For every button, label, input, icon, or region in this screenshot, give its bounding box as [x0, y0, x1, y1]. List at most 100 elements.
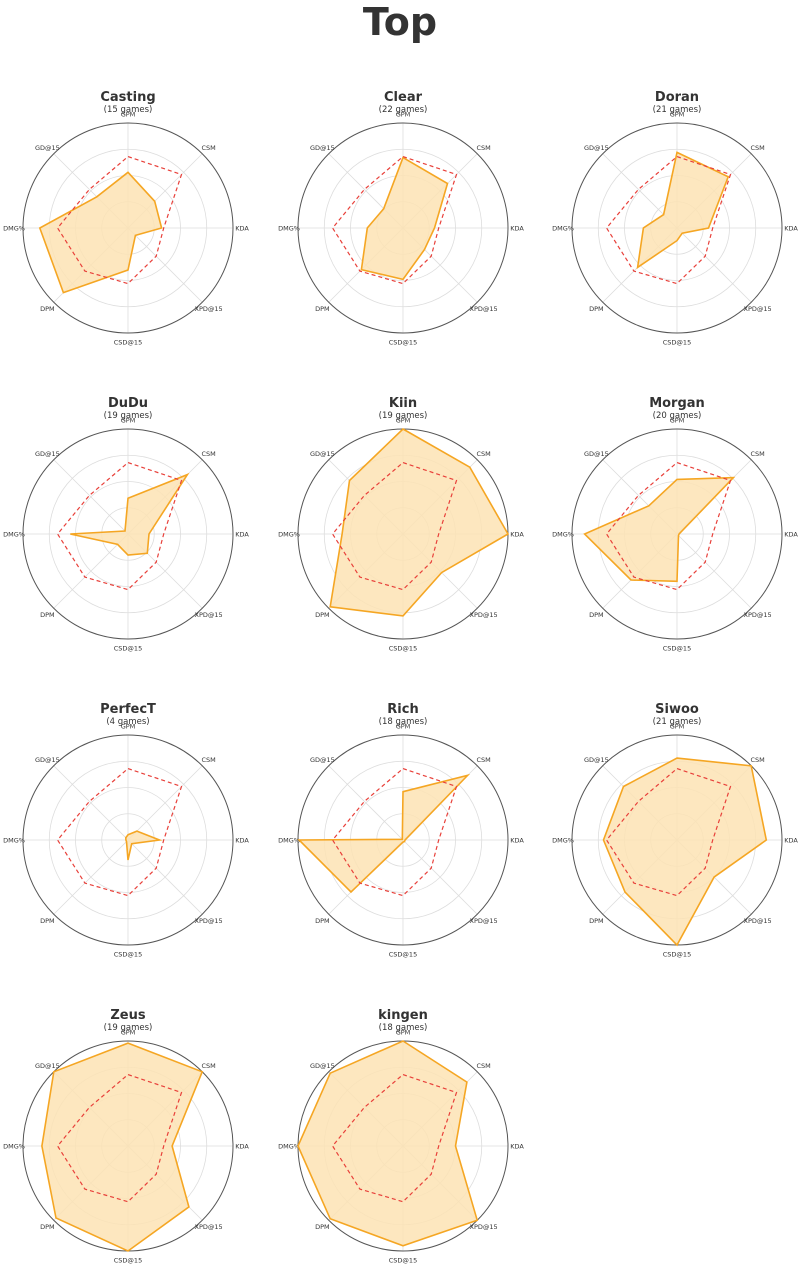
grid-spoke — [53, 459, 129, 535]
radar-chart-zeus: Zeus(19 games)GPM CSM KDA XPD@15 CSD@15 DPM DM… — [3, 1008, 249, 1265]
axis-label: CSD@15 — [663, 645, 691, 653]
axis-label: GPM — [670, 723, 685, 731]
chart-subtitle: (21 games) — [653, 105, 702, 115]
chart-subtitle: (19 games) — [379, 411, 428, 421]
average-series-polygon — [605, 767, 732, 897]
radar-frame — [22, 734, 234, 946]
axis-label: DMG% — [3, 837, 25, 845]
axis-label: CSD@15 — [389, 339, 417, 347]
axis-label: XPD@15 — [470, 1223, 498, 1231]
average-series-polygon — [56, 767, 183, 897]
grid-spoke — [676, 533, 752, 609]
chart-subtitle: (20 games) — [653, 411, 702, 421]
axis-label: CSD@15 — [663, 951, 691, 959]
axis-label: DPM — [315, 1223, 330, 1231]
axis-label: CSM — [476, 144, 490, 152]
axis-label: DPM — [315, 611, 330, 619]
axis-label: GPM — [396, 1029, 411, 1037]
axis-label: GD@15 — [35, 450, 60, 458]
axis-label: GD@15 — [35, 1062, 60, 1070]
axis-label: DPM — [315, 305, 330, 313]
average-series-polygon — [331, 461, 458, 591]
axis-label: XPD@15 — [744, 917, 772, 925]
axis-label: CSD@15 — [389, 645, 417, 653]
radar-chart-morgan: Morgan(20 games)GPM CSM KDA XPD@15 CSD@15 DPM… — [552, 396, 798, 653]
axis-label: XPD@15 — [195, 1223, 223, 1231]
player-series-polygon — [297, 1040, 479, 1247]
grid-spoke — [127, 227, 203, 303]
axis-label: KDA — [235, 837, 249, 845]
axis-label: GPM — [121, 417, 136, 425]
radar-frame — [571, 122, 783, 334]
axis-label: CSM — [201, 1062, 215, 1070]
chart-title: Zeus — [110, 1008, 145, 1023]
radar-chart-casting: Casting(15 games)GPM CSM KDA XPD@15 CSD@15 DP… — [3, 90, 249, 347]
axis-label: KDA — [784, 531, 798, 539]
radar-chart-siwoo: Siwoo(21 games)GPM CSM KDA XPD@15 CSD@15 DPM D… — [552, 702, 798, 959]
radar-chart-dudu: DuDu(19 games)GPM CSM KDA XPD@15 CSD@15 DPM DM… — [3, 396, 249, 653]
chart-subtitle: (15 games) — [104, 105, 153, 115]
chart-subtitle: (19 games) — [104, 411, 153, 421]
axis-label: GD@15 — [310, 450, 335, 458]
radar-chart-perfect: PerfecT(4 games)GPM CSM KDA XPD@15 CSD@15 DPM… — [3, 702, 249, 959]
axis-label: GD@15 — [310, 756, 335, 764]
axis-label: GD@15 — [35, 756, 60, 764]
radar-frame — [22, 428, 234, 640]
chart-subtitle: (21 games) — [653, 717, 702, 727]
axis-label: XPD@15 — [195, 305, 223, 313]
axis-label: XPD@15 — [195, 611, 223, 619]
chart-subtitle: (18 games) — [379, 717, 428, 727]
axis-label: CSM — [201, 756, 215, 764]
radar-chart-kingen: kingen(18 games)GPM CSM KDA XPD@15 CSD@15 DPM… — [278, 1008, 524, 1265]
chart-subtitle: (22 games) — [379, 105, 428, 115]
axis-label: DPM — [589, 305, 604, 313]
axis-label: CSD@15 — [389, 1257, 417, 1265]
axis-label: GPM — [396, 111, 411, 119]
axis-label: KDA — [235, 225, 249, 233]
axis-label: DPM — [40, 1223, 55, 1231]
axis-label: DPM — [40, 305, 55, 313]
average-series-polygon — [605, 461, 732, 591]
chart-title: Morgan — [649, 396, 705, 411]
chart-subtitle: (19 games) — [104, 1023, 153, 1033]
axis-label: GPM — [121, 1029, 136, 1037]
chart-title: kingen — [378, 1008, 428, 1023]
axis-label: CSM — [476, 1062, 490, 1070]
radar-chart-doran: Doran(21 games)GPM CSM KDA XPD@15 CSD@15 DPM D… — [552, 90, 798, 347]
axis-label: DPM — [589, 917, 604, 925]
player-series-polygon — [360, 156, 449, 281]
chart-title: Siwoo — [655, 702, 699, 717]
grid-spoke — [53, 765, 129, 841]
axis-label: DMG% — [3, 531, 25, 539]
player-series-polygon — [602, 757, 768, 947]
radar-chart-rich: Rich(18 games)GPM CSM KDA XPD@15 CSD@15 DPM DM… — [278, 702, 524, 959]
average-series-polygon — [605, 155, 732, 285]
chart-title: Doran — [655, 90, 699, 105]
player-series-polygon — [38, 171, 163, 294]
player-series-polygon — [636, 151, 730, 270]
axis-label: GD@15 — [310, 1062, 335, 1070]
player-series-polygon — [329, 428, 510, 617]
player-series-polygon — [583, 476, 736, 583]
axis-label: DPM — [40, 917, 55, 925]
radar-frame — [297, 122, 509, 334]
axis-label: DMG% — [552, 531, 574, 539]
axis-label: DMG% — [278, 225, 300, 233]
average-series-polygon — [56, 155, 183, 285]
chart-subtitle: (4 games) — [106, 717, 149, 727]
axis-label: GD@15 — [584, 450, 609, 458]
axis-label: KDA — [784, 837, 798, 845]
axis-label: GD@15 — [310, 144, 335, 152]
average-series-polygon — [56, 461, 183, 591]
axis-label: CSM — [750, 450, 764, 458]
grid-spoke — [127, 765, 203, 841]
axis-label: CSM — [201, 450, 215, 458]
axis-label: CSD@15 — [114, 951, 142, 959]
grid-spoke — [127, 839, 203, 915]
axis-label: XPD@15 — [744, 611, 772, 619]
axis-label: DMG% — [3, 225, 25, 233]
axis-label: KDA — [235, 1143, 249, 1151]
axis-label: DMG% — [552, 837, 574, 845]
axis-label: KDA — [784, 225, 798, 233]
